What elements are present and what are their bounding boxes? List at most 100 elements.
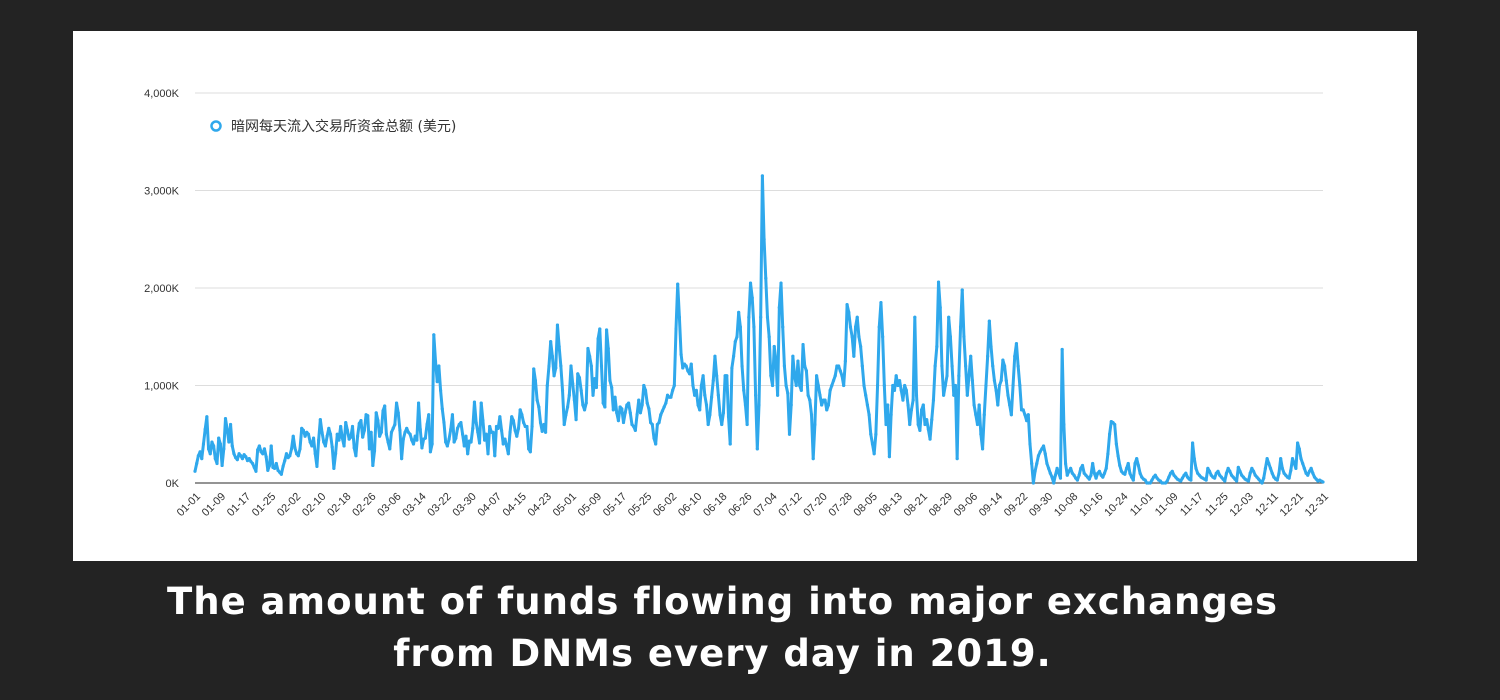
data-point — [987, 319, 991, 323]
data-point — [298, 447, 302, 451]
data-point — [340, 436, 344, 440]
data-point — [914, 393, 919, 397]
data-point — [582, 408, 587, 412]
data-point — [904, 388, 908, 392]
data-point — [919, 408, 924, 412]
data-point — [903, 383, 907, 388]
data-point — [1180, 476, 1185, 480]
data-point — [444, 440, 448, 444]
data-point — [1135, 457, 1139, 461]
data-point — [555, 323, 560, 327]
data-point — [289, 447, 294, 451]
data-point — [721, 411, 726, 415]
data-point — [1179, 479, 1183, 483]
data-point — [813, 422, 817, 427]
data-point — [958, 325, 963, 329]
data-point — [244, 455, 248, 459]
data-point — [874, 432, 878, 436]
data-point — [1011, 383, 1015, 388]
data-point — [394, 401, 399, 405]
data-point — [1040, 447, 1044, 451]
data-point — [1008, 403, 1012, 407]
data-point — [203, 427, 207, 431]
data-point — [476, 430, 480, 434]
x-tick-label: 02-26 — [350, 491, 378, 519]
data-point — [1224, 471, 1229, 475]
data-point — [283, 458, 287, 463]
data-point — [767, 335, 771, 339]
data-point — [428, 450, 433, 454]
data-point — [357, 421, 361, 426]
data-point — [674, 327, 678, 331]
data-point — [593, 377, 597, 381]
data-point — [979, 432, 983, 436]
data-point — [782, 364, 787, 368]
x-tick-label: 04-23 — [526, 491, 554, 519]
data-point — [196, 454, 200, 458]
x-tick-label: 08-29 — [927, 491, 955, 519]
data-point — [349, 435, 353, 439]
data-point — [540, 429, 544, 433]
data-point — [875, 383, 880, 388]
data-point — [293, 446, 297, 450]
data-point — [350, 424, 355, 429]
data-point — [437, 364, 441, 368]
data-point — [205, 415, 209, 419]
data-point — [1207, 469, 1212, 473]
data-point — [916, 422, 920, 427]
data-point — [696, 403, 700, 407]
data-point — [317, 438, 321, 442]
data-point — [708, 413, 712, 417]
data-point — [591, 393, 595, 397]
data-point — [806, 393, 810, 397]
data-point — [986, 354, 990, 358]
x-tick-label: 12-03 — [1228, 491, 1256, 519]
data-point — [852, 354, 856, 358]
legend-marker — [210, 120, 222, 132]
data-point — [1057, 471, 1061, 475]
data-point — [367, 447, 372, 451]
data-point — [530, 424, 534, 429]
data-point — [532, 367, 536, 371]
data-point — [704, 403, 709, 407]
data-point — [1089, 473, 1093, 477]
data-point — [762, 237, 766, 241]
data-point — [1053, 473, 1057, 477]
data-point — [588, 354, 592, 358]
data-point — [564, 413, 568, 417]
data-point — [794, 383, 798, 388]
data-point — [355, 434, 360, 438]
y-tick-label: 2,000K — [144, 283, 180, 295]
data-point — [677, 315, 682, 319]
data-point — [506, 452, 510, 456]
data-point — [659, 413, 663, 417]
legend[interactable]: 暗网每天流入交易所资金总额 (美元) — [210, 118, 457, 135]
data-point — [352, 446, 356, 450]
data-point — [450, 413, 455, 417]
data-point — [645, 401, 649, 405]
data-point — [452, 440, 456, 444]
data-point — [586, 346, 590, 351]
data-point — [930, 418, 934, 422]
data-point — [1087, 477, 1091, 481]
data-point — [1228, 469, 1232, 473]
data-point — [420, 446, 424, 450]
data-point — [926, 427, 930, 431]
data-point — [772, 344, 776, 349]
data-point — [493, 454, 497, 458]
data-point — [250, 461, 255, 466]
data-point — [1275, 478, 1279, 482]
data-point — [974, 413, 978, 417]
data-point — [1052, 481, 1056, 485]
data-point — [455, 426, 460, 430]
data-point — [386, 440, 390, 444]
data-point — [581, 403, 585, 407]
data-point — [342, 444, 346, 448]
data-point — [223, 417, 228, 421]
data-point — [389, 430, 394, 434]
data-point — [936, 280, 941, 284]
data-point — [872, 452, 876, 456]
data-point — [796, 359, 800, 363]
data-point — [855, 315, 859, 319]
data-point — [1302, 466, 1306, 470]
